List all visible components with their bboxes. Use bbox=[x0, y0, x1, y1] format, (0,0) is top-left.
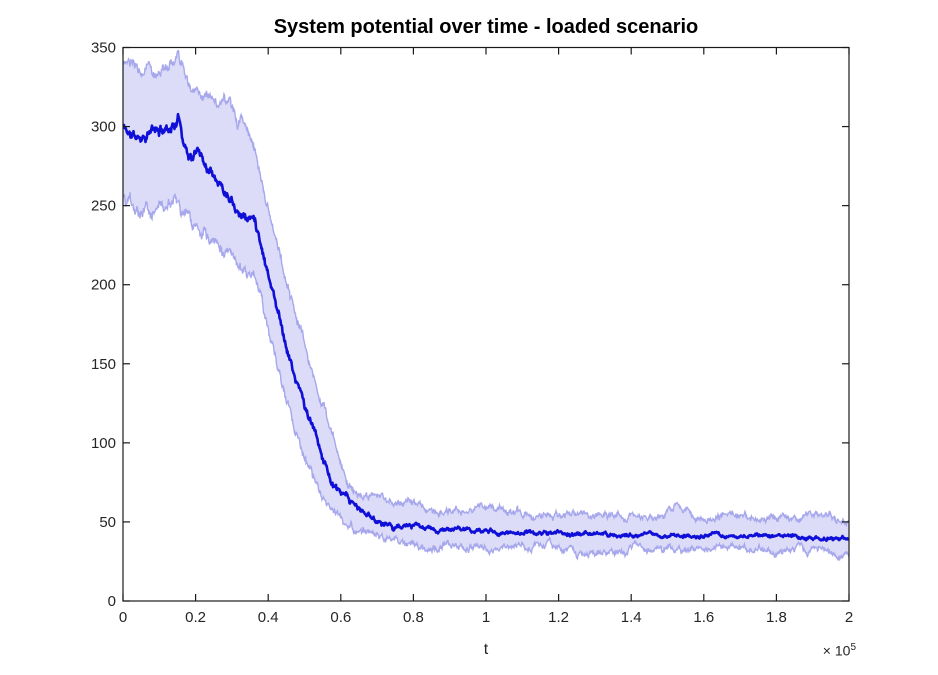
x-tick-label: 1.8 bbox=[766, 609, 787, 626]
x-tick-label: 0.2 bbox=[185, 609, 206, 626]
mean-line bbox=[123, 112, 849, 543]
y-tick-label: 150 bbox=[91, 356, 116, 373]
x-tick-label: 1.4 bbox=[621, 609, 642, 626]
x-axis-multiplier-base: × 10 bbox=[822, 642, 851, 659]
y-tick-label: 350 bbox=[91, 40, 116, 57]
series-group bbox=[123, 50, 849, 562]
band-upper-edge-line bbox=[123, 50, 849, 528]
y-tick-label: 300 bbox=[91, 119, 116, 136]
x-tick-label: 2 bbox=[845, 609, 853, 626]
x-axis-label: t bbox=[483, 641, 489, 658]
axes bbox=[122, 46, 850, 602]
x-tick-label: 0 bbox=[119, 609, 127, 626]
y-tick-label: 200 bbox=[91, 277, 116, 294]
x-tick-label: 0.4 bbox=[258, 609, 279, 626]
x-axis-multiplier: × 105 bbox=[760, 642, 856, 659]
y-tick-label: 50 bbox=[99, 514, 116, 531]
confidence-band bbox=[123, 50, 849, 561]
band-lower-edge-line bbox=[123, 192, 849, 562]
y-tick-label: 100 bbox=[91, 435, 116, 452]
chart-title: System potential over time - loaded scen… bbox=[273, 16, 699, 38]
x-tick-label: 0.8 bbox=[403, 609, 424, 626]
x-tick-label: 1.6 bbox=[693, 609, 714, 626]
x-tick-label: 0.6 bbox=[330, 609, 351, 626]
x-tick-label: 1 bbox=[482, 609, 490, 626]
x-axis-multiplier-exponent: 5 bbox=[850, 642, 856, 653]
y-tick-label: 250 bbox=[91, 198, 116, 215]
y-tick-label: 0 bbox=[108, 593, 116, 610]
x-tick-label: 1.2 bbox=[548, 609, 569, 626]
